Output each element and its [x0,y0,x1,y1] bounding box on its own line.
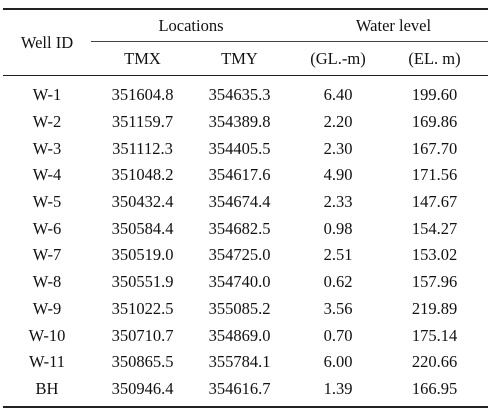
table-row: BH 350946.4 354616.7 1.39 166.95 [3,375,488,409]
cell-water-level-el: 154.27 [411,218,458,238]
cell-tmy: 354617.6 [208,165,271,185]
cell-tmy: 355784.1 [208,352,271,372]
cell-water-level-el: 220.66 [411,352,458,372]
cell-well-id: W-4 [32,165,62,185]
header-tmx: TMX [91,41,194,76]
cell-water-level-el: 166.95 [381,375,488,409]
cell-well-id: W-9 [32,298,62,318]
cell-water-level-gl: 0.70 [323,325,353,345]
table-header: Well ID Locations Water level TMX TMY (G… [3,8,488,76]
cell-tmx: 350865.5 [111,352,174,372]
header-water-level: Water level [285,8,488,42]
cell-well-id: W-8 [32,272,62,292]
cell-water-level-gl: 2.30 [323,138,353,158]
cell-tmx: 351159.7 [111,112,174,132]
cell-water-level-el: 219.89 [411,298,458,318]
cell-tmy: 354725.0 [208,245,271,265]
table-row: W-1 351604.8 354635.3 6.40 199.60 [3,76,488,109]
cell-tmx: 350946.4 [91,375,194,409]
cell-water-level-gl: 0.98 [323,218,353,238]
cell-water-level-gl: 1.39 [285,375,381,409]
cell-tmy: 354405.5 [208,138,271,158]
header-el: (EL. m) [381,41,488,76]
cell-tmx: 350710.7 [111,325,174,345]
table-row: W-6 350584.4 354682.5 0.98 154.27 [3,215,488,242]
cell-tmx: 350432.4 [111,192,174,212]
cell-water-level-gl: 6.00 [323,352,353,372]
cell-tmy: 354616.7 [194,375,285,409]
table-row: W-7 350519.0 354725.0 2.51 153.02 [3,242,488,269]
cell-tmy: 354740.0 [208,272,271,292]
cell-well-id: W-6 [32,218,62,238]
table-row: W-2 351159.7 354389.8 2.20 169.86 [3,109,488,136]
table-row: W-9 351022.5 355085.2 3.56 219.89 [3,296,488,323]
cell-well-id: W-5 [32,192,62,212]
cell-tmx: 350519.0 [111,245,174,265]
table-body: W-1 351604.8 354635.3 6.40 199.60 W-2 351159.7… [3,76,488,409]
table-row: W-3 351112.3 354405.5 2.30 167.70 [3,135,488,162]
cell-water-level-gl: 2.20 [323,112,353,132]
cell-water-level-el: 169.86 [411,112,458,132]
header-tmy: TMY [194,41,285,76]
cell-water-level-gl: 3.56 [323,298,353,318]
table-row: W-8 350551.9 354740.0 0.62 157.96 [3,269,488,296]
cell-water-level-el: 153.02 [411,245,458,265]
cell-tmy: 354674.4 [208,192,271,212]
cell-water-level-gl: 2.33 [323,192,353,212]
cell-tmy: 354635.3 [208,85,271,105]
cell-well-id: W-1 [32,85,62,105]
cell-well-id: BH [3,375,91,409]
cell-water-level-el: 147.67 [411,192,458,212]
table-row: W-5 350432.4 354674.4 2.33 147.67 [3,189,488,216]
cell-water-level-gl: 2.51 [323,245,353,265]
cell-water-level-gl: 6.40 [323,85,353,105]
cell-water-level-gl: 0.62 [323,272,353,292]
cell-tmy: 354389.8 [208,112,271,132]
cell-water-level-el: 157.96 [411,272,458,292]
header-locations: Locations [91,8,285,42]
cell-tmy: 355085.2 [208,298,271,318]
cell-well-id: W-11 [28,352,66,372]
cell-well-id: W-7 [32,245,62,265]
cell-tmx: 350551.9 [111,272,174,292]
cell-water-level-el: 167.70 [411,138,458,158]
header-well-id: Well ID [3,8,91,76]
cell-tmx: 350584.4 [111,218,174,238]
cell-water-level-el: 171.56 [411,165,458,185]
cell-tmx: 351048.2 [111,165,174,185]
cell-water-level-el: 175.14 [411,325,458,345]
cell-well-id: W-3 [32,138,62,158]
cell-well-id: W-2 [32,112,62,132]
table-row: W-11 350865.5 355784.1 6.00 220.66 [3,349,488,376]
header-gl: (GL.-m) [285,41,381,76]
table-row: W-4 351048.2 354617.6 4.90 171.56 [3,162,488,189]
cell-water-level-gl: 4.90 [323,165,353,185]
cell-tmx: 351604.8 [111,85,174,105]
table-row: W-10 350710.7 354869.0 0.70 175.14 [3,322,488,349]
cell-tmy: 354869.0 [208,325,271,345]
cell-well-id: W-10 [28,325,66,345]
cell-tmx: 351112.3 [112,138,173,158]
cell-tmx: 351022.5 [111,298,174,318]
cell-water-level-el: 199.60 [411,85,458,105]
cell-tmy: 354682.5 [208,218,271,238]
well-data-table: Well ID Locations Water level TMX TMY (G… [3,8,488,409]
